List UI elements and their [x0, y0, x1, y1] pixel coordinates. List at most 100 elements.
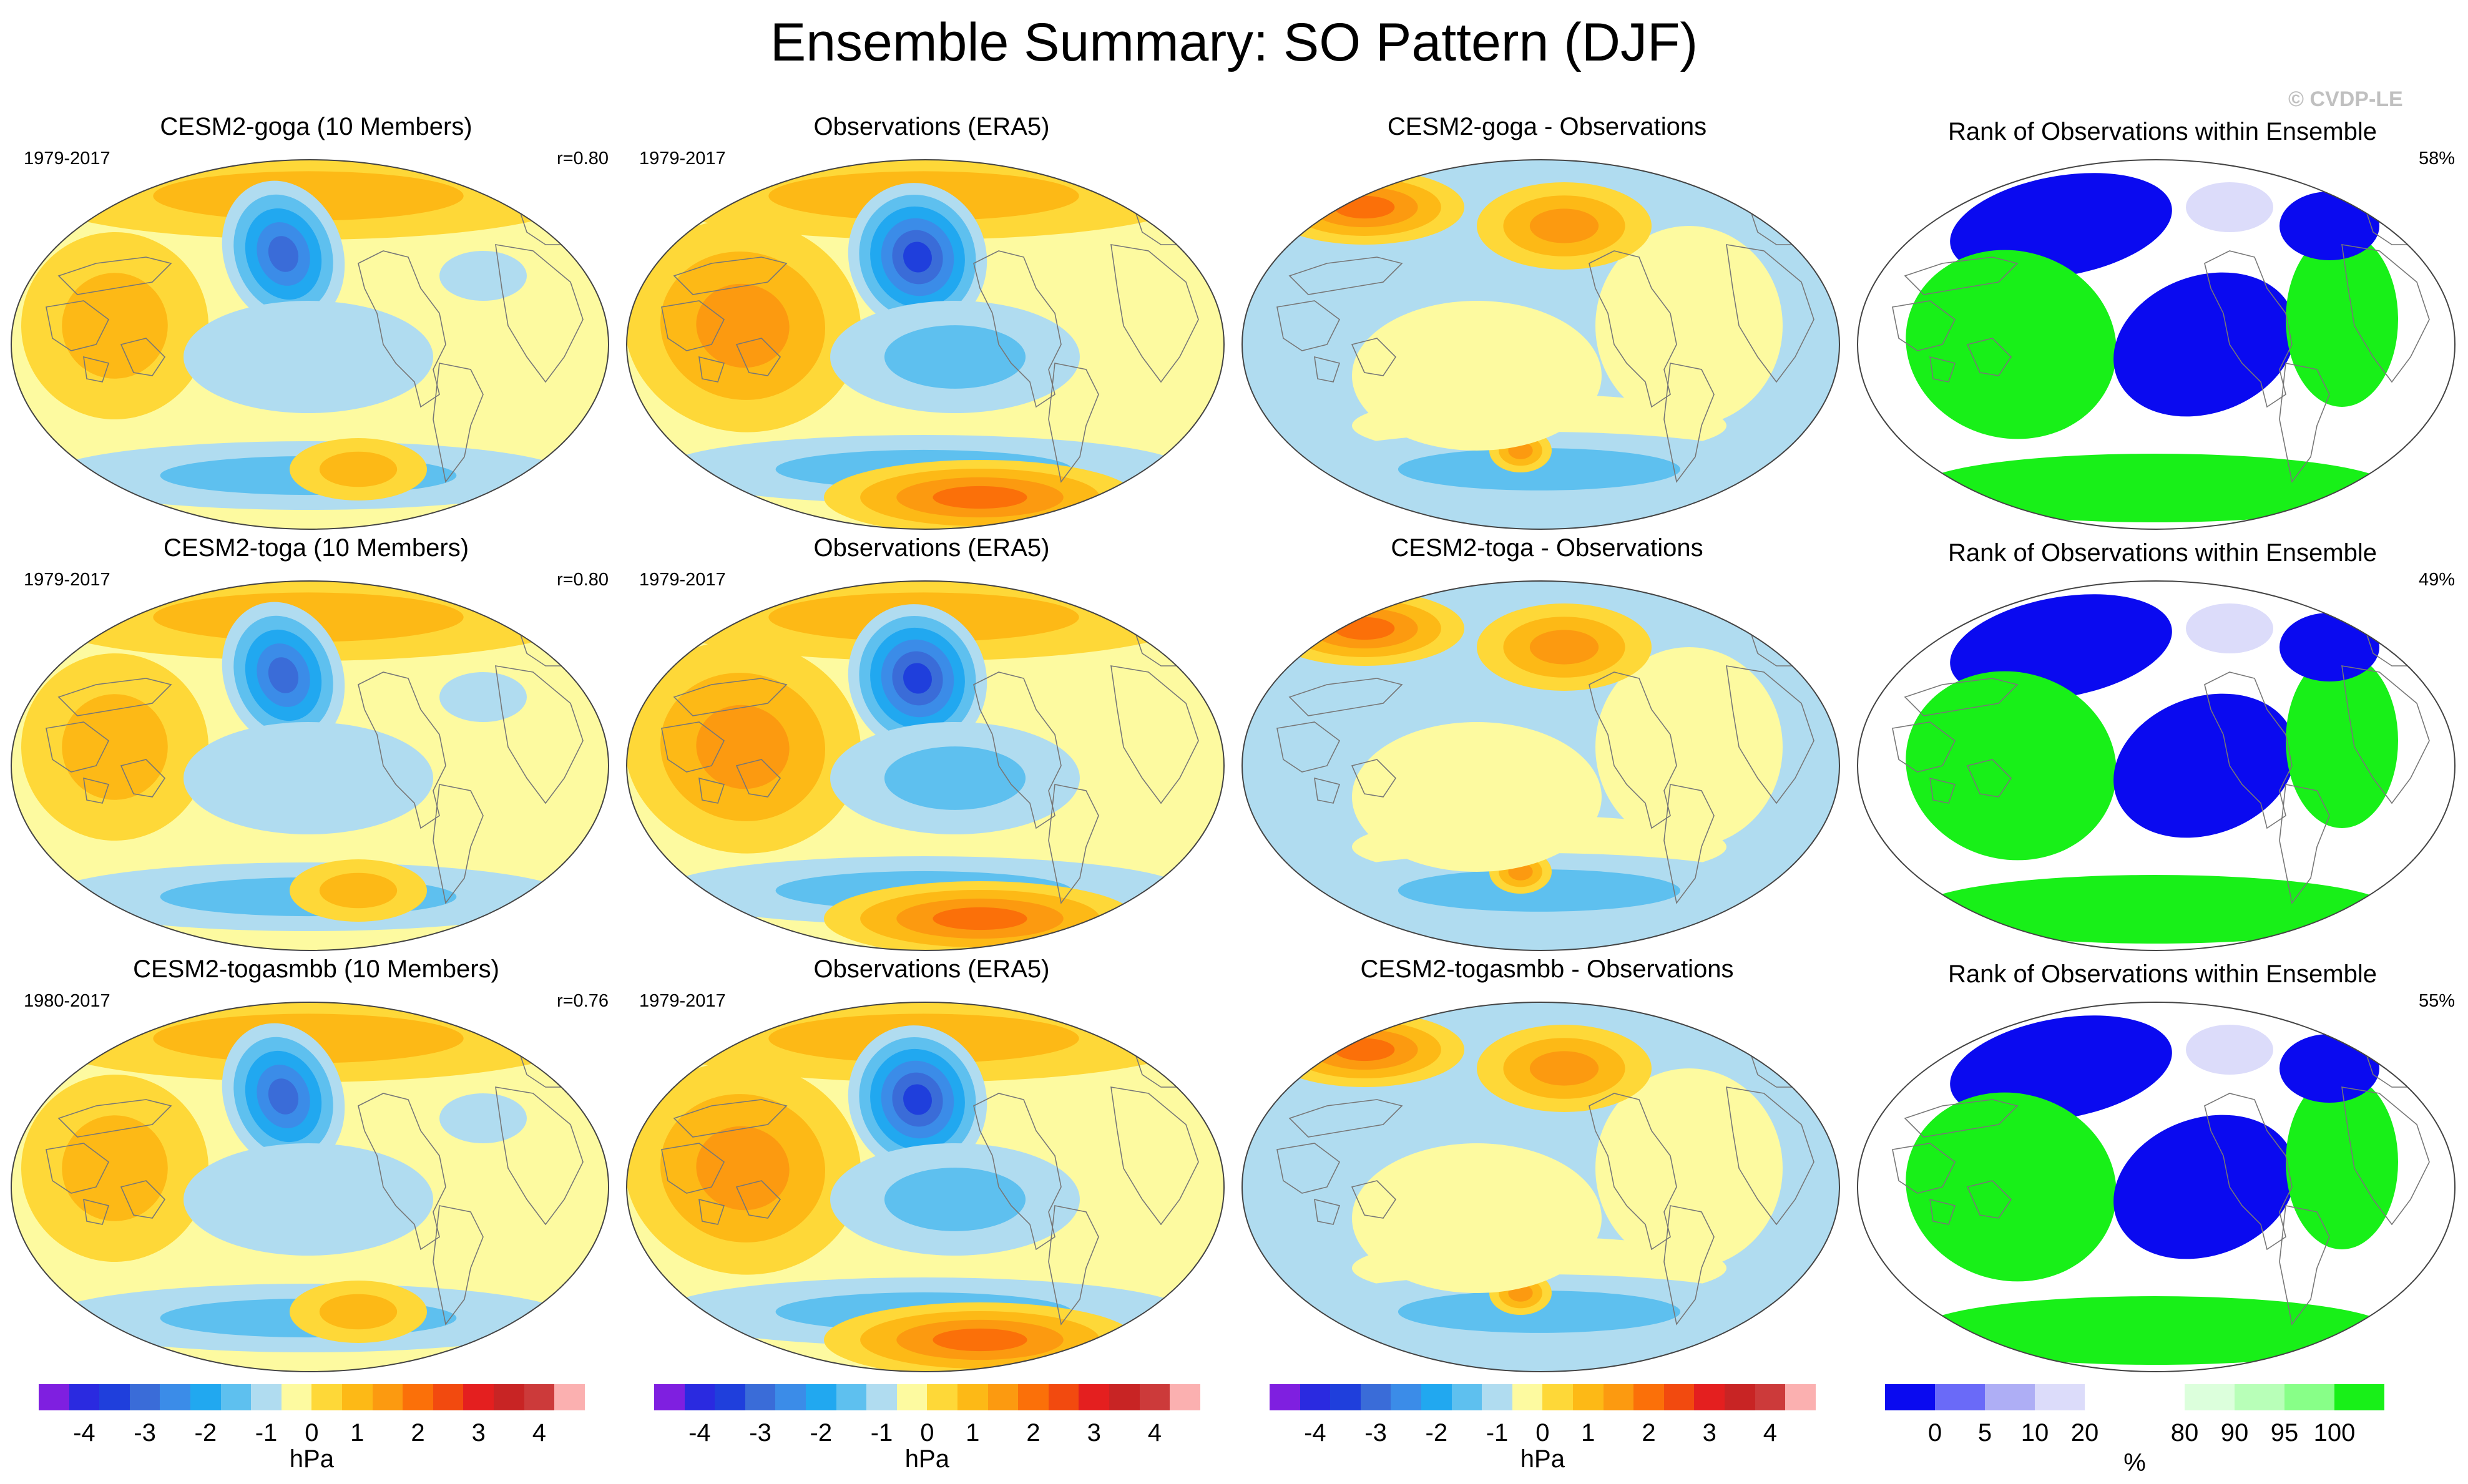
hpa-colorbar: -4 -3 -2 -1 0 1 2 3 4 hPa [1270, 1384, 1816, 1481]
colorbar-tick: 100 [2313, 1419, 2356, 1447]
map-outline [1857, 159, 2456, 530]
coastline [1110, 665, 1199, 804]
rank-panel: Rank of Observations within Ensemble 58% [1855, 112, 2468, 530]
color-swatch [1785, 1384, 1816, 1410]
colorbar-tick: 20 [2070, 1419, 2099, 1447]
coastline [1589, 1093, 1677, 1251]
color-swatch [1300, 1384, 1331, 1410]
east-high [1595, 647, 1783, 847]
years-label: 1979-2017 [639, 570, 726, 590]
indo-pacific-high [62, 694, 168, 800]
panel-title: Rank of Observations within Ensemble [1948, 960, 2377, 988]
colorbar-tick: 95 [2270, 1419, 2299, 1447]
color-swatch [1451, 1384, 1482, 1410]
coastline [973, 1093, 1062, 1251]
coastline [495, 665, 584, 804]
colorbar-tick: 2 [411, 1419, 425, 1447]
rank-high-west [1906, 671, 2117, 861]
coastline [358, 671, 446, 829]
rank-high-east [2286, 1075, 2398, 1249]
page-title: Ensemble Summary: SO Pattern (DJF) [770, 12, 1698, 72]
rank-high-east [2286, 653, 2398, 828]
colorbar-swatches [1885, 1384, 2384, 1410]
model-map [11, 159, 609, 530]
diff-map [1241, 580, 1840, 951]
model-map [11, 1002, 609, 1372]
color-swatch [1512, 1384, 1543, 1410]
panel-title: CESM2-toga (10 Members) [163, 534, 469, 562]
color-swatch [99, 1384, 130, 1410]
rank-high-south [1917, 454, 2392, 522]
color-swatch [1885, 1384, 1935, 1410]
tropical-pacific-low [184, 1143, 433, 1256]
rank-low-pacific [2113, 272, 2296, 417]
map-outline [11, 1002, 609, 1372]
diff-panel: CESM2-togasmbb - Observations [1240, 955, 1854, 1372]
coastline [698, 356, 725, 383]
arctic-high [1334, 617, 1395, 640]
coastline [2204, 250, 2293, 408]
coastline [735, 759, 781, 798]
color-swatch [836, 1384, 867, 1410]
aleutian-low [903, 242, 932, 273]
colorbar-tick: 90 [2220, 1419, 2249, 1447]
years-label: 1980-2017 [24, 991, 110, 1011]
years-label: 1979-2017 [24, 570, 110, 590]
rank-map [1857, 580, 2456, 951]
coastline [1351, 338, 1397, 376]
percent-label: 58% [2418, 149, 2455, 168]
color-swatch [654, 1384, 685, 1410]
color-swatch [220, 1384, 252, 1410]
colorbar-tick: 0 [1535, 1419, 1550, 1447]
coastline [2204, 671, 2293, 829]
colorbar-tick: 4 [1147, 1419, 1162, 1447]
colorbar-tick: 1 [350, 1419, 365, 1447]
model-map [11, 580, 609, 951]
model-panel: CESM2-goga (10 Members) 1979-2017 r=0.80 [9, 112, 624, 530]
coastline [673, 256, 788, 295]
south-pacific-high [319, 872, 398, 909]
coastline [1663, 1205, 1715, 1325]
colorbar-tick: -1 [1486, 1419, 1509, 1447]
map-outline [1241, 1002, 1840, 1372]
color-swatch [2185, 1384, 2235, 1410]
indo-pacific-high [696, 1126, 790, 1211]
color-swatch [927, 1384, 957, 1410]
rank-low-east [2279, 192, 2379, 260]
colorbar-unit: hPa [1520, 1445, 1565, 1473]
color-swatch [463, 1384, 494, 1410]
colorbar-tick: -3 [134, 1419, 156, 1447]
map-outline [626, 159, 1225, 530]
arctic-high [1334, 195, 1395, 219]
coastline [1351, 1180, 1397, 1219]
northamerica-high [1529, 630, 1599, 665]
color-swatch [160, 1384, 190, 1410]
color-swatch [2035, 1384, 2085, 1410]
color-swatch [957, 1384, 988, 1410]
colorbar-tick: 0 [920, 1419, 934, 1447]
color-swatch [896, 1384, 928, 1410]
atlantic-high [1352, 722, 1602, 872]
rank-low-pacific [2113, 693, 2296, 838]
rank-low-east [2279, 1034, 2379, 1103]
colorbar-tick: -4 [1304, 1419, 1326, 1447]
coastline [698, 1198, 725, 1225]
color-swatch [1170, 1384, 1200, 1410]
color-swatch [1391, 1384, 1421, 1410]
color-swatch [190, 1384, 221, 1410]
tropical-pacific-low [184, 722, 433, 834]
color-swatch [1755, 1384, 1786, 1410]
rank-pale-north [2186, 603, 2273, 653]
color-swatch [866, 1384, 897, 1410]
east-high [1595, 1068, 1783, 1268]
coastline [1110, 1086, 1199, 1226]
panel-title: Rank of Observations within Ensemble [1948, 539, 2377, 567]
copyright-label: © CVDP-LE [2288, 87, 2403, 111]
south-pacific-high [319, 451, 398, 487]
color-swatch [2235, 1384, 2284, 1410]
color-swatch [775, 1384, 806, 1410]
coastline [1276, 721, 1341, 773]
atlantic-low [439, 672, 527, 722]
color-swatch [1694, 1384, 1725, 1410]
coastline [2341, 665, 2430, 804]
